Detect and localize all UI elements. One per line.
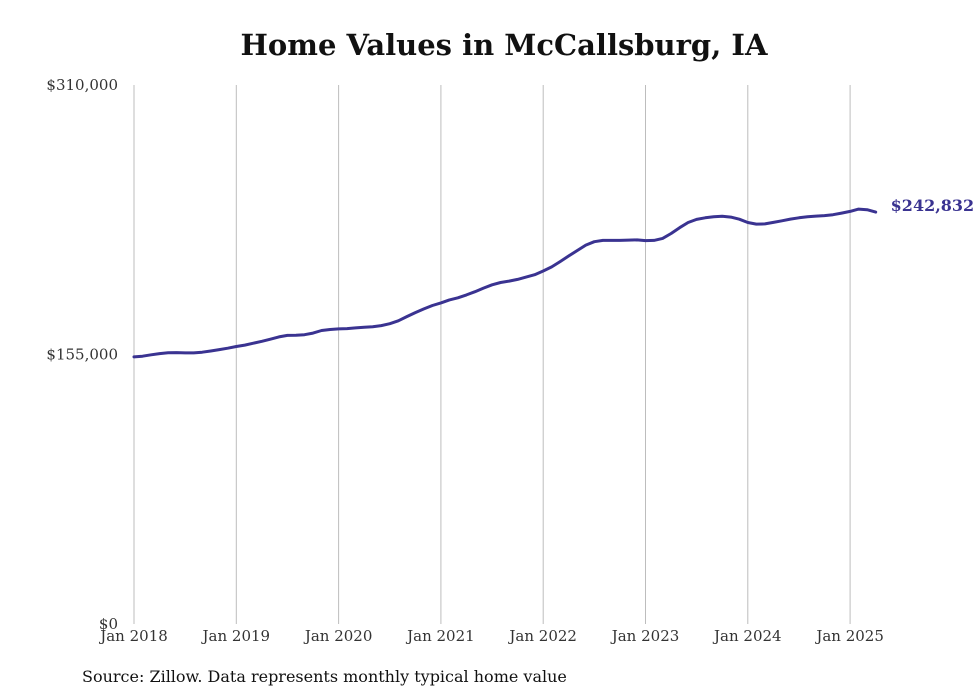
x-tick-label: Jan 2018 <box>98 627 168 645</box>
y-tick-label: $310,000 <box>46 76 118 94</box>
y-tick-label: $155,000 <box>46 346 118 364</box>
y-tick-label: $0 <box>99 615 118 633</box>
series-layer <box>132 207 878 359</box>
y-axis-ticks: $0 $155,000 $310,000 <box>46 76 118 633</box>
x-tick-label: Jan 2025 <box>814 627 884 645</box>
end-value-label: $242,832 <box>891 196 975 215</box>
chart-title: Home Values in McCallsburg, IA <box>240 28 768 62</box>
x-tick-label: Jan 2020 <box>303 627 373 645</box>
gridlines <box>133 85 851 624</box>
x-tick-label: Jan 2019 <box>201 627 271 645</box>
x-tick-label: Jan 2024 <box>712 627 782 645</box>
x-axis-ticks: Jan 2018 Jan 2019 Jan 2020 Jan 2021 Jan 2022… <box>98 627 884 645</box>
x-tick-label: Jan 2023 <box>610 627 680 645</box>
source-note: Source: Zillow. Data represents monthly … <box>82 667 567 686</box>
end-label-layer: $242,832 <box>891 196 975 215</box>
series-line <box>132 207 878 359</box>
x-tick-label: Jan 2022 <box>507 627 577 645</box>
x-tick-label: Jan 2021 <box>405 627 475 645</box>
